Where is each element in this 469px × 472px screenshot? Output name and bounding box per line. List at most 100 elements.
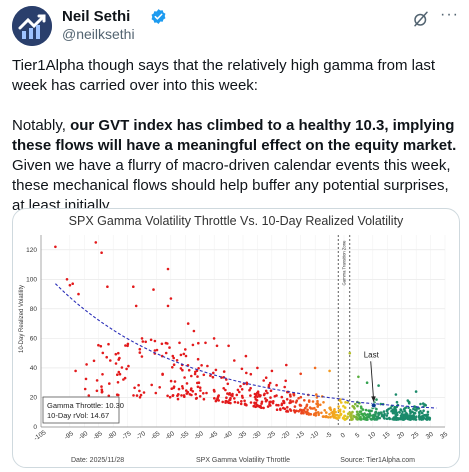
data-point <box>239 385 242 388</box>
data-point <box>228 398 231 402</box>
data-point <box>361 408 365 411</box>
grok-icon[interactable] <box>412 10 430 28</box>
data-point <box>271 401 275 405</box>
data-point <box>322 401 325 404</box>
data-point <box>355 417 358 420</box>
data-point <box>196 357 200 361</box>
data-point <box>343 418 347 421</box>
data-point <box>168 395 172 399</box>
data-point <box>116 381 120 384</box>
x-tick-label: -70 <box>135 430 147 441</box>
data-point <box>166 304 170 308</box>
author-handle[interactable]: @neilksethi <box>62 26 135 42</box>
data-point <box>375 407 378 411</box>
data-point <box>355 410 359 414</box>
data-point <box>419 402 422 406</box>
data-point <box>364 408 368 412</box>
data-point <box>280 403 284 407</box>
data-point <box>144 340 147 344</box>
data-point <box>83 387 87 391</box>
data-point <box>320 411 323 415</box>
x-tick-label: 15 <box>381 431 391 441</box>
data-point <box>283 385 287 389</box>
data-point <box>360 418 363 421</box>
x-tick-label: 25 <box>410 431 420 441</box>
data-point <box>363 412 366 415</box>
data-point <box>414 390 418 393</box>
data-point <box>97 343 100 347</box>
data-point <box>196 375 199 378</box>
data-point <box>186 322 190 325</box>
more-icon[interactable]: ··· <box>440 6 459 23</box>
data-point <box>267 383 271 387</box>
data-point <box>298 403 302 407</box>
data-point <box>122 378 125 381</box>
tweet-media[interactable]: SPX Gamma Volatility Throttle Vs. 10-Day… <box>12 208 460 468</box>
data-point <box>340 401 343 404</box>
data-point <box>401 410 404 414</box>
data-point <box>202 373 206 377</box>
data-point <box>265 398 269 402</box>
data-point <box>190 374 193 378</box>
data-point <box>413 411 417 415</box>
avatar[interactable] <box>12 6 52 46</box>
x-tick-label: -5 <box>324 431 333 440</box>
data-point <box>229 401 232 405</box>
data-point <box>245 381 249 385</box>
data-point <box>179 367 183 370</box>
data-point <box>299 395 303 399</box>
gvt-scatter-chart: SPX Gamma Volatility Throttle Vs. 10-Day… <box>19 214 449 464</box>
data-point <box>120 366 124 369</box>
data-point <box>170 387 173 390</box>
para2-prefix: Notably, <box>12 117 71 134</box>
data-point <box>382 410 386 413</box>
data-point <box>284 379 288 383</box>
data-point <box>107 342 110 346</box>
data-point <box>185 382 189 385</box>
x-tick-label: -80 <box>106 430 118 441</box>
data-point <box>54 245 57 249</box>
data-point <box>225 378 228 381</box>
data-point <box>138 389 141 393</box>
data-point <box>286 406 289 409</box>
data-point <box>266 405 270 408</box>
data-point <box>245 371 248 375</box>
data-point <box>319 403 322 407</box>
data-point <box>385 414 389 417</box>
data-point <box>328 407 332 410</box>
y-tick-label: 20 <box>30 394 38 401</box>
data-point <box>394 393 398 396</box>
data-point <box>359 405 363 408</box>
x-tick-label: -75 <box>121 430 133 441</box>
data-point <box>337 409 341 412</box>
data-point <box>402 413 406 416</box>
data-point <box>101 373 104 376</box>
data-point <box>365 381 369 384</box>
data-point <box>109 359 112 362</box>
data-point <box>215 398 219 401</box>
data-point <box>309 407 313 410</box>
data-point <box>399 408 403 411</box>
data-point <box>329 415 332 419</box>
data-point <box>164 341 168 345</box>
zone-label: Gamma Transition Zone <box>342 240 347 286</box>
data-point <box>256 390 260 393</box>
data-point <box>71 282 74 285</box>
data-point <box>275 408 279 411</box>
chart-footer-date: Date: 2025/11/28 <box>71 457 124 464</box>
data-point <box>307 413 311 416</box>
author-name[interactable]: Neil Sethi <box>62 8 131 25</box>
data-point <box>415 415 418 418</box>
data-point <box>324 415 328 418</box>
data-point <box>222 387 225 390</box>
data-point <box>149 338 153 342</box>
data-point <box>172 356 175 360</box>
data-point <box>138 347 142 351</box>
data-point <box>166 267 170 271</box>
data-point <box>206 364 209 368</box>
data-point <box>217 394 220 397</box>
data-point <box>249 372 253 376</box>
data-point <box>416 407 419 410</box>
data-point <box>105 355 108 359</box>
data-point <box>393 405 396 409</box>
